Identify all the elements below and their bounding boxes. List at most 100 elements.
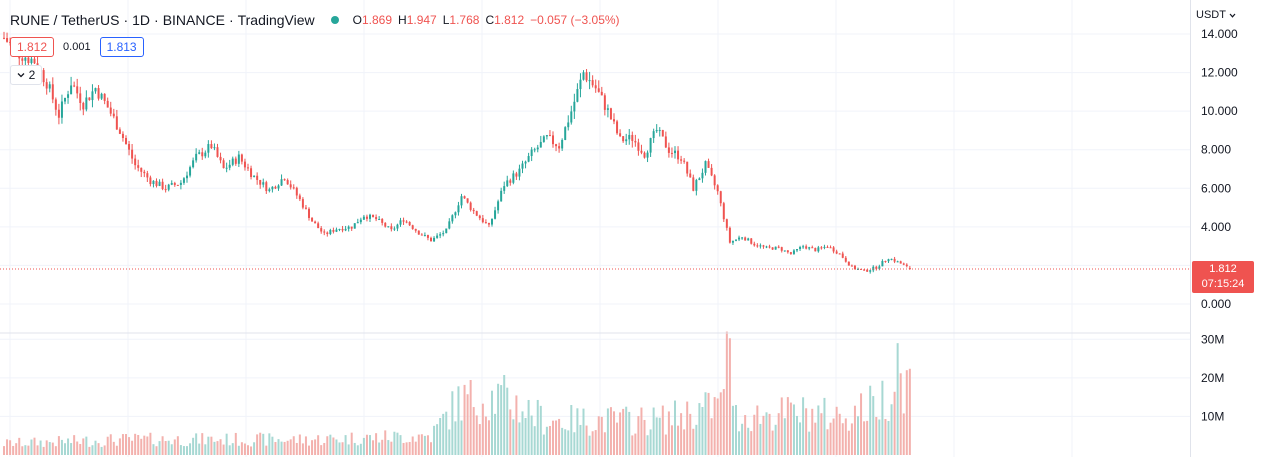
candle-body xyxy=(186,175,188,179)
volume-bar xyxy=(64,443,66,455)
source-label: TradingView xyxy=(237,12,315,28)
candle-body xyxy=(643,152,646,158)
candle-body xyxy=(619,133,622,137)
candle-body xyxy=(625,139,628,142)
currency-selector[interactable]: USDT xyxy=(1196,6,1236,24)
volume-bar xyxy=(283,441,286,455)
volume-bar xyxy=(637,416,640,455)
candle-body xyxy=(182,178,185,183)
volume-bar xyxy=(161,436,164,455)
candle-body xyxy=(567,122,570,128)
market-status-dot-icon[interactable] xyxy=(330,16,339,24)
candle-body xyxy=(896,261,899,263)
candle-body xyxy=(710,167,713,176)
volume-bar xyxy=(121,434,124,455)
candle-body xyxy=(695,180,698,191)
legend-separator: · xyxy=(123,12,129,28)
candle-body xyxy=(463,196,466,199)
candle-body xyxy=(741,237,744,239)
volume-bar xyxy=(835,406,838,455)
candle-body xyxy=(506,180,509,187)
candle-body xyxy=(869,270,872,272)
candle-body xyxy=(555,144,558,147)
volume-bar xyxy=(332,437,335,455)
candle-body xyxy=(372,214,375,218)
candle-body xyxy=(469,202,472,210)
volume-bar xyxy=(21,446,24,455)
candle-body xyxy=(97,88,100,99)
volume-bar xyxy=(616,422,619,455)
candle-body xyxy=(250,168,253,177)
sell-price-button[interactable]: 1.812 xyxy=(10,37,55,57)
volume-bar xyxy=(15,443,18,455)
candle-body xyxy=(716,185,719,192)
volume-bar xyxy=(320,445,323,455)
candle-body xyxy=(231,158,234,165)
interval-label[interactable]: 1D xyxy=(132,12,151,28)
volume-bar xyxy=(652,407,655,455)
volume-bar xyxy=(500,385,503,455)
candle-body xyxy=(902,263,905,265)
volume-bar xyxy=(341,442,344,455)
price-tick-label: 12.000 xyxy=(1201,66,1238,80)
candle-body xyxy=(847,261,850,266)
candle-body xyxy=(713,175,716,186)
low-value: 1.768 xyxy=(449,13,480,27)
volume-bar xyxy=(417,434,420,455)
candle-body xyxy=(899,261,902,264)
volume-bar xyxy=(454,421,457,455)
volume-bar xyxy=(189,443,192,455)
candle-body xyxy=(268,189,271,192)
volume-bar xyxy=(555,420,558,455)
volume-bar xyxy=(460,420,463,455)
volume-axis-ticks[interactable]: 30M 20M 10M xyxy=(1201,332,1224,423)
open-label: O xyxy=(352,13,362,27)
buy-price-button[interactable]: 1.813 xyxy=(99,37,144,57)
symbol-name[interactable]: RUNE / TetherUS xyxy=(10,12,120,28)
volume-bar xyxy=(204,444,207,455)
volume-bar xyxy=(405,442,408,455)
volume-bar xyxy=(628,411,631,455)
candle-body xyxy=(21,58,24,61)
candle-body xyxy=(481,218,484,223)
candle-body xyxy=(814,248,817,252)
volume-bar xyxy=(719,392,722,455)
candle-body xyxy=(811,247,814,249)
candle-body xyxy=(125,138,127,145)
candle-body xyxy=(738,237,741,240)
volume-bar xyxy=(707,392,710,455)
candle-body xyxy=(359,219,362,223)
candle-body xyxy=(399,220,402,225)
candle-body xyxy=(789,252,792,254)
candle-body xyxy=(369,214,371,219)
candle-body xyxy=(280,179,283,186)
candle-body xyxy=(48,84,51,89)
indicators-toggle-button[interactable]: 2 xyxy=(10,65,42,85)
volume-bar xyxy=(408,441,411,455)
volume-bar xyxy=(240,442,243,455)
candle-body xyxy=(664,136,667,148)
volume-bar xyxy=(667,411,670,455)
volume-bar xyxy=(381,439,384,455)
volume-bar xyxy=(45,440,48,455)
low-label: L xyxy=(442,13,450,27)
candle-body xyxy=(832,247,835,252)
volume-bar xyxy=(539,405,542,455)
volume-bar xyxy=(738,431,741,455)
volume-bar xyxy=(311,440,314,455)
volume-bar xyxy=(585,425,588,455)
candle-body xyxy=(91,91,94,101)
volume-bar xyxy=(356,445,359,455)
candle-body xyxy=(707,161,710,168)
candle-body xyxy=(494,210,497,219)
candle-body xyxy=(893,258,896,262)
candle-body xyxy=(347,226,350,229)
candle-body xyxy=(445,228,448,234)
candle-body xyxy=(27,57,30,64)
volume-bar xyxy=(365,434,368,455)
candle-body xyxy=(228,164,231,168)
volume-bar xyxy=(42,446,45,455)
volume-bar xyxy=(860,393,863,455)
